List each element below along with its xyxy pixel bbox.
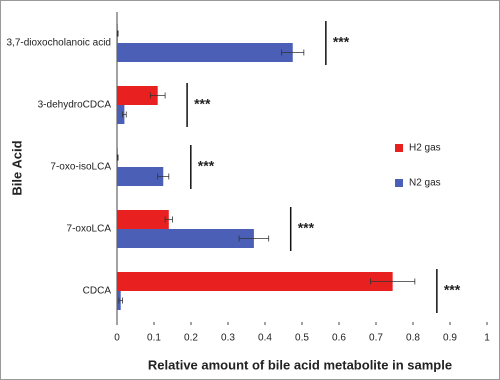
x-tick-label: 0	[114, 333, 120, 344]
bar	[117, 229, 254, 248]
bar	[117, 86, 158, 105]
error-bar	[281, 49, 305, 56]
x-tick-label: 0.7	[369, 333, 383, 344]
significance-label: ***	[444, 282, 461, 298]
significance-label: ***	[298, 220, 315, 236]
x-axis-label: Relative amount of bile acid metabolite …	[148, 357, 452, 372]
error-bar	[122, 111, 127, 118]
error-bar	[238, 235, 270, 242]
y-axis-label: Bile Acid	[9, 140, 24, 195]
y-tick-label: 3,7-dioxocholanoic acid	[6, 38, 111, 49]
legend-label: N2 gas	[409, 178, 441, 189]
error-bar	[370, 278, 416, 285]
x-tick-label: 0.6	[332, 333, 346, 344]
error-bar	[164, 216, 173, 223]
error-bar	[116, 30, 119, 37]
significance-label: ***	[198, 158, 215, 174]
legend-swatch	[395, 144, 403, 152]
x-tick-label: 0.5	[295, 333, 309, 344]
y-tick-label: 7-oxoLCA	[67, 224, 112, 235]
x-tick-label: 0.2	[184, 333, 198, 344]
legend-swatch	[395, 179, 403, 187]
error-bar	[118, 297, 123, 304]
bar	[117, 167, 164, 186]
error-bar	[116, 154, 119, 161]
y-tick-label: 3-dehydroCDCA	[38, 100, 112, 111]
significance-label: ***	[333, 34, 350, 50]
y-tick-label: 7-oxo-isoLCA	[50, 162, 111, 173]
y-tick-label: CDCA	[83, 286, 112, 297]
x-tick-label: 0.9	[443, 333, 457, 344]
x-tick-label: 0.3	[221, 333, 235, 344]
bar	[117, 272, 393, 291]
legend-label: H2 gas	[409, 143, 441, 154]
error-bar	[157, 173, 170, 180]
x-tick-label: 0.1	[147, 333, 161, 344]
significance-label: ***	[194, 96, 211, 112]
error-bar	[149, 92, 166, 99]
bar	[117, 105, 125, 124]
x-tick-label: 0.4	[258, 333, 272, 344]
bar	[117, 43, 293, 62]
x-tick-label: 0.8	[406, 333, 420, 344]
x-tick-label: 1	[484, 333, 490, 344]
bar	[117, 210, 169, 229]
